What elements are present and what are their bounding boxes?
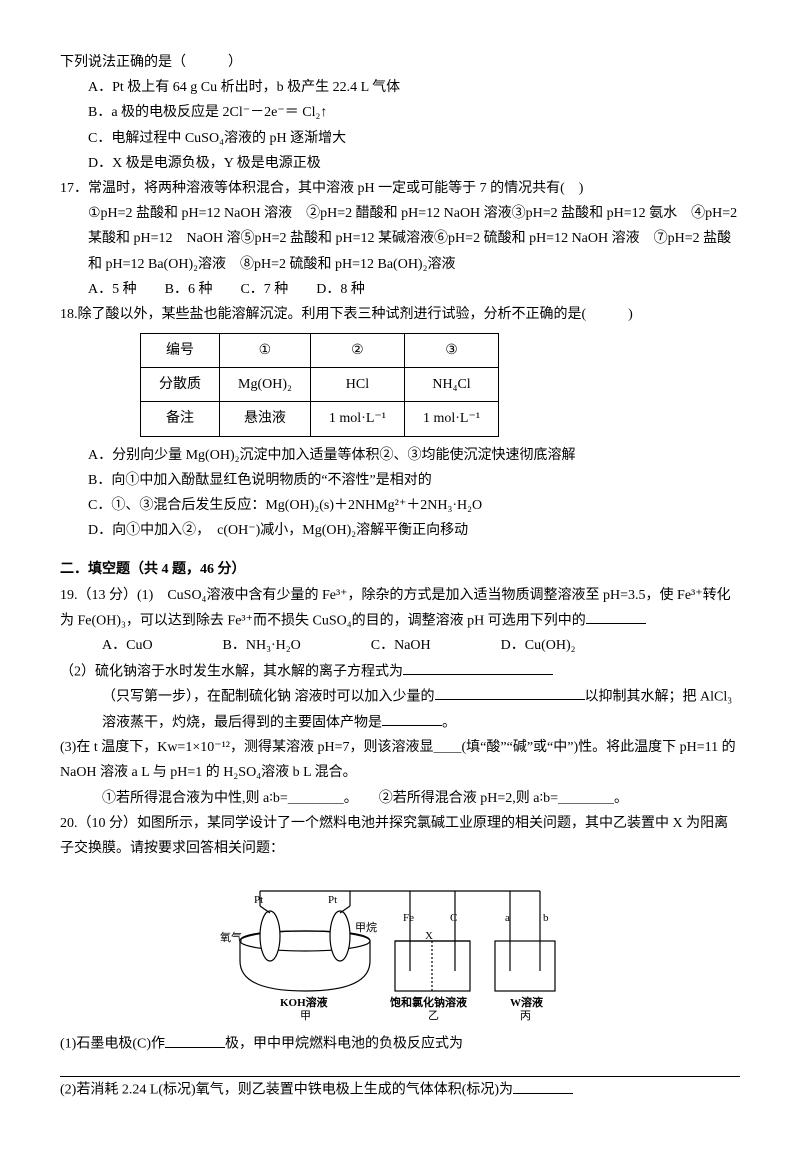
q18-optB: B．向①中加入酚酞显红色说明物质的“不溶性”是相对的: [60, 468, 740, 493]
q19-p2a-text: （2）硫化钠溶于水时发生水解，其水解的离子方程式为: [60, 664, 403, 679]
q18-th3: ③: [404, 334, 498, 368]
q18-r2c3: 1 mol·L⁻¹: [404, 402, 498, 436]
q18-th0: 编号: [141, 334, 220, 368]
lbl-bing: 丙: [520, 1010, 531, 1021]
lbl-o2: 氧气: [220, 930, 242, 944]
q20-q1a: (1)石墨电极(C)作: [60, 1037, 165, 1052]
q18-r1c1: Mg(OH)₂: [220, 368, 311, 402]
q18-r1c3: NH₄Cl: [404, 368, 498, 402]
q20-q1b: 极，甲中甲烷燃料电池的负极反应式为: [225, 1037, 463, 1052]
q16-optC: C．电解过程中 CuSO₄溶液的 pH 逐渐增大: [60, 126, 740, 151]
lbl-yi: 乙: [428, 1009, 439, 1021]
q18-optD: D．向①中加入②， c(OH⁻)减小，Mg(OH)₂溶解平衡正向移动: [60, 518, 740, 543]
q18-r1c0: 分散质: [141, 368, 220, 402]
q20-diagram: Pt Pt 氧气 甲烷 Fe C X a b KOH溶液 饱和氯化钠溶液 W溶液…: [210, 871, 590, 1021]
q18-r2c0: 备注: [141, 402, 220, 436]
lbl-a: a: [505, 912, 510, 924]
lbl-fe: Fe: [403, 912, 414, 924]
lbl-x: X: [425, 930, 433, 942]
q18-optA: A．分别向少量 Mg(OH)₂沉淀中加入适量等体积②、③均能使沉淀快速彻底溶解: [60, 443, 740, 468]
q16-optB: B．a 极的电极反应是 2Cl⁻－2e⁻＝ Cl₂↑: [60, 100, 740, 125]
lbl-b: b: [543, 912, 549, 924]
blank-field[interactable]: [403, 659, 553, 675]
lbl-koh: KOH溶液: [280, 995, 329, 1009]
q18-r2c1: 悬浊液: [220, 402, 311, 436]
q18-stem: 18.除了酸以外，某些盐也能溶解沉淀。利用下表三种试剂进行试验，分析不正确的是(…: [60, 302, 740, 327]
q18-th2: ②: [310, 334, 404, 368]
q16-lead: 下列说法正确的是（ ）: [60, 50, 740, 75]
q20-q2: (2)若消耗 2.24 L(标况)氧气，则乙装置中铁电极上生成的气体体积(标况)…: [60, 1077, 740, 1103]
q18-th1: ①: [220, 334, 311, 368]
q19-p2b-text: （只写第一步），在配制硫化钠 溶液时可以加入少量的: [102, 689, 435, 704]
q20-p1: 20.（10 分）如图所示，某同学设计了一个燃料电池并探究氯碱工业原理的相关问题…: [60, 811, 740, 861]
q17-stem: 17．常温时，将两种溶液等体积混合，其中溶液 pH 一定或可能等于 7 的情况共…: [60, 176, 740, 201]
q17-options: A．5 种 B．6 种 C．7 种 D．8 种: [60, 277, 740, 302]
blank-line[interactable]: [60, 1061, 740, 1077]
blank-field[interactable]: [586, 608, 646, 624]
section2-heading: 二．填空题（共 4 题，46 分）: [60, 557, 740, 582]
q18-optC: C．①、③混合后发生反应：Mg(OH)₂(s)＋2NHMg²⁺＋2NH₃·H₂O: [60, 493, 740, 518]
blank-field[interactable]: [382, 710, 442, 726]
blank-field[interactable]: [435, 684, 585, 700]
lbl-c: C: [450, 912, 457, 924]
q17-list: ①pH=2 盐酸和 pH=12 NaOH 溶液 ②pH=2 醋酸和 pH=12 …: [60, 201, 740, 277]
lbl-pt2: Pt: [328, 894, 337, 906]
lbl-jia: 甲: [300, 1010, 311, 1021]
lbl-nacl: 饱和氯化钠溶液: [390, 995, 468, 1009]
q20-q2a: (2)若消耗 2.24 L(标况)氧气，则乙装置中铁电极上生成的气体体积(标况)…: [60, 1083, 513, 1098]
q20-q1: (1)石墨电极(C)作 极，甲中甲烷燃料电池的负极反应式为: [60, 1031, 740, 1057]
q19-p3a: (3)在 t 温度下，Kw=1×10⁻¹²，测得某溶液 pH=7，则该溶液显＿＿…: [60, 735, 740, 785]
lbl-ch4: 甲烷: [355, 920, 377, 934]
lbl-pt: Pt: [254, 894, 263, 906]
q19-p2a: （2）硫化钠溶于水时发生水解，其水解的离子方程式为: [60, 659, 740, 685]
blank-field[interactable]: [513, 1077, 573, 1093]
q16-optA: A．Pt 极上有 64 g Cu 析出时，b 极产生 22.4 L 气体: [60, 75, 740, 100]
blank-field[interactable]: [165, 1031, 225, 1047]
q19-options: A．CuO B．NH₃·H₂O C．NaOH D．Cu(OH)₂: [60, 633, 740, 658]
q16-optD: D．X 极是电源负极，Y 极是电源正极: [60, 151, 740, 176]
q18-table: 编号 ① ② ③ 分散质 Mg(OH)₂ HCl NH₄Cl 备注 悬浊液 1 …: [140, 333, 499, 437]
q19-p2b: （只写第一步），在配制硫化钠 溶液时可以加入少量的以抑制其水解；把 AlCl₃溶…: [60, 684, 740, 735]
lbl-w: W溶液: [510, 995, 544, 1009]
q18-r1c2: HCl: [310, 368, 404, 402]
q18-r2c2: 1 mol·L⁻¹: [310, 402, 404, 436]
q19-p3b: ①若所得混合液为中性,则 a∶b=＿＿＿＿。 ②若所得混合液 pH=2,则 a∶…: [60, 786, 740, 811]
q19-p1: 19.（13 分）(1) CuSO₄溶液中含有少量的 Fe³⁺，除杂的方式是加入…: [60, 583, 740, 634]
